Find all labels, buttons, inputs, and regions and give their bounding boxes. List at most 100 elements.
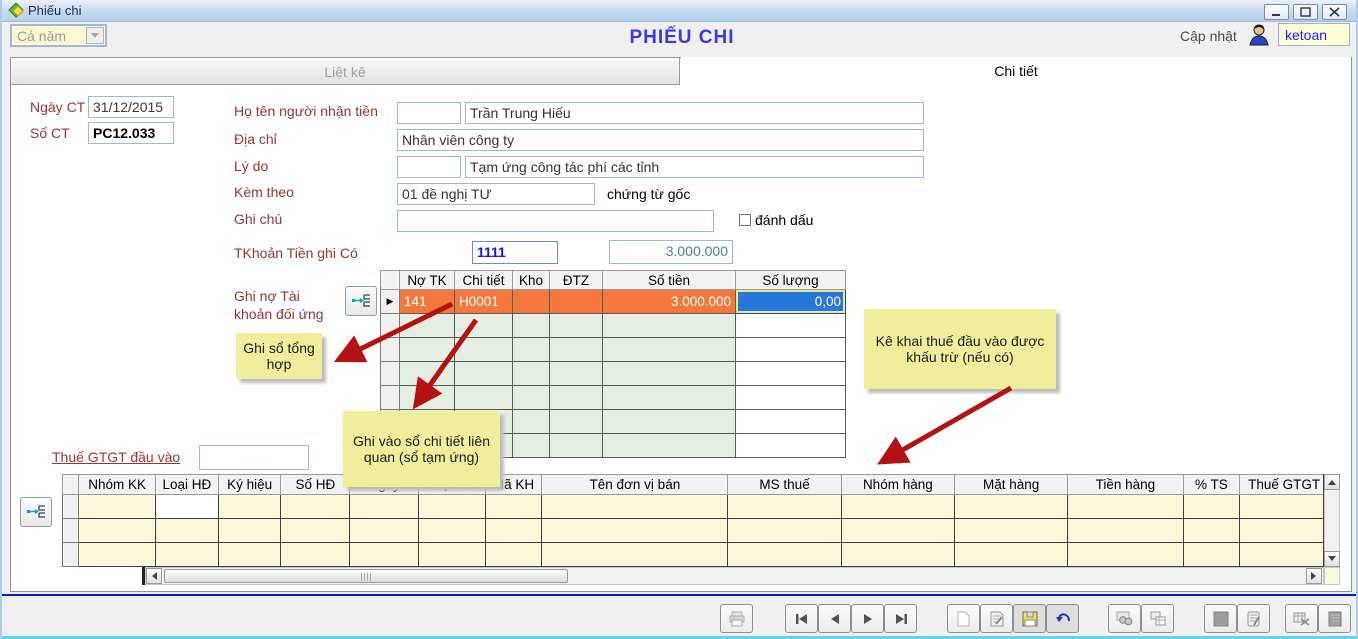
copy-table-button[interactable] — [1141, 604, 1174, 633]
cell-so-tien[interactable]: 3.000.000 — [602, 289, 736, 314]
doc-no-label: Số CT — [30, 125, 70, 141]
grid-splitter[interactable] — [142, 567, 145, 585]
scroll-corner — [1324, 567, 1340, 585]
credit-account-label: TKhoản Tiền ghi Có — [234, 245, 358, 261]
reason-code-field[interactable] — [397, 156, 461, 178]
expand-detail-button[interactable] — [345, 286, 377, 316]
attach-field[interactable]: 01 đề nghị TƯ — [397, 183, 595, 205]
new-record-button[interactable] — [947, 604, 980, 633]
edit-doc-icon — [990, 611, 1003, 626]
delete-table-icon — [1293, 612, 1310, 626]
ledger-button[interactable] — [1237, 604, 1270, 633]
find-button[interactable] — [1108, 604, 1141, 633]
tree-list-icon — [352, 294, 370, 307]
cell-no-tk[interactable]: 141 — [399, 289, 455, 314]
table-row[interactable] — [380, 361, 846, 386]
mark-checkbox-label: đánh dấu — [755, 212, 814, 228]
counter-account-label-line2: khoản đối ứng — [234, 306, 324, 322]
callout-summary-book: Ghi sổ tổng hợp — [236, 333, 322, 379]
vat-field[interactable] — [199, 445, 309, 470]
app-icon — [8, 3, 24, 18]
table-row[interactable] — [62, 542, 1323, 567]
scroll-up-icon[interactable] — [1324, 474, 1340, 490]
dark-page-button[interactable] — [1318, 604, 1351, 633]
table-row[interactable] — [62, 518, 1323, 543]
chevron-down-icon[interactable] — [86, 27, 104, 44]
save-button[interactable] — [1013, 604, 1046, 633]
window-bottom-edge — [2, 636, 1356, 639]
date-label: Ngày CT — [30, 99, 86, 115]
attach-label: Kèm theo — [234, 184, 294, 200]
attach-suffix-label: chứng từ gốc — [607, 186, 691, 202]
maximize-button[interactable] — [1293, 4, 1318, 20]
period-value: Cả năm — [17, 27, 67, 44]
detail-view-button[interactable] — [1204, 604, 1237, 633]
table-row[interactable] — [380, 385, 846, 410]
cell-so-luong-selected[interactable]: 0,00 — [735, 289, 846, 314]
dark-page-icon — [1328, 611, 1341, 626]
nav-last-button[interactable] — [884, 604, 917, 633]
print-button[interactable] — [720, 604, 753, 633]
reason-field[interactable]: Tạm ứng công tác phí các tỉnh — [465, 156, 924, 178]
scroll-left-icon[interactable] — [146, 568, 162, 584]
address-field[interactable]: Nhân viên công ty — [397, 129, 924, 151]
table-row[interactable]: ▶ 141 H0001 3.000.000 0,00 — [380, 289, 846, 314]
undo-button[interactable] — [1046, 604, 1079, 633]
credit-account-field[interactable]: 1111 — [472, 241, 558, 264]
tab-lietke[interactable]: Liệt kê — [10, 57, 680, 85]
note-field[interactable] — [397, 210, 714, 232]
expand-tax-button[interactable] — [20, 497, 52, 527]
undo-icon — [1055, 612, 1070, 622]
tax-grid-header: Nhóm KK Loại HĐ Ký hiệu Số HĐ Ngày Nợ TK… — [62, 474, 1323, 495]
cell-kho[interactable] — [512, 289, 550, 314]
tax-grid: Nhóm KK Loại HĐ Ký hiệu Số HĐ Ngày Nợ TK… — [62, 474, 1324, 567]
credit-amount-field[interactable]: 3.000.000 — [609, 240, 733, 264]
separator-line — [2, 594, 1356, 596]
tree-list-icon — [27, 505, 45, 518]
receiver-field[interactable]: Trần Trung Hiếu — [465, 102, 924, 124]
minimize-button[interactable] — [1264, 4, 1289, 20]
new-doc-icon — [957, 611, 970, 626]
window-title: Phiếu chi — [28, 3, 82, 18]
page-title: PHIẾU CHI — [629, 27, 735, 48]
user-icon — [1249, 24, 1269, 46]
note-label: Ghi chú — [234, 211, 283, 227]
ledger-icon — [1247, 611, 1260, 626]
entries-grid-header: Nợ TK Chi tiết Kho ĐTZ Số tiền Số lượng — [380, 270, 846, 290]
nav-prev-button[interactable] — [818, 604, 851, 633]
find-icon — [1116, 611, 1133, 626]
counter-account-label-line1: Ghi nợ Tài — [234, 288, 300, 304]
table-row[interactable] — [380, 337, 846, 362]
callout-vat-declare: Kê khai thuế đầu vào được khấu trừ (nếu … — [864, 309, 1056, 389]
cell-chi-tiet[interactable]: H0001 — [454, 289, 513, 314]
nav-prev-icon — [830, 613, 839, 624]
nav-next-button[interactable] — [851, 604, 884, 633]
row-indicator-icon: ▶ — [380, 289, 400, 314]
table-row[interactable] — [380, 313, 846, 338]
scroll-right-icon[interactable] — [1306, 568, 1322, 584]
scrollbar-thumb[interactable] — [164, 569, 568, 583]
cell-dtz[interactable] — [549, 289, 603, 314]
bottom-toolbar — [2, 596, 1356, 636]
title-bar: Phiếu chi — [2, 0, 1356, 22]
edit-record-button[interactable] — [980, 604, 1013, 633]
date-field[interactable]: 31/12/2015 — [88, 96, 174, 118]
address-label: Địa chỉ — [234, 131, 277, 147]
update-label: Cập nhật — [1180, 28, 1237, 44]
delete-table-button[interactable] — [1285, 604, 1318, 633]
nav-next-icon — [863, 613, 872, 624]
user-field[interactable]: ketoan — [1278, 23, 1350, 46]
print-icon — [729, 611, 744, 626]
table-row[interactable] — [62, 494, 1323, 519]
callout-detail-book: Ghi vào sổ chi tiết liên quan (sổ tạm ứn… — [343, 411, 500, 487]
receiver-label: Họ tên người nhận tiền — [234, 103, 378, 119]
tab-chitiet[interactable]: Chi tiết — [681, 57, 1351, 85]
period-dropdown[interactable]: Cả năm — [10, 24, 107, 47]
doc-no-field[interactable]: PC12.033 — [88, 122, 174, 144]
copy-table-icon — [1150, 611, 1165, 626]
nav-first-button[interactable] — [785, 604, 818, 633]
receiver-code-field[interactable] — [397, 102, 461, 124]
mark-checkbox[interactable] — [739, 214, 751, 226]
close-button[interactable] — [1322, 4, 1347, 20]
scroll-down-icon[interactable] — [1324, 551, 1340, 567]
